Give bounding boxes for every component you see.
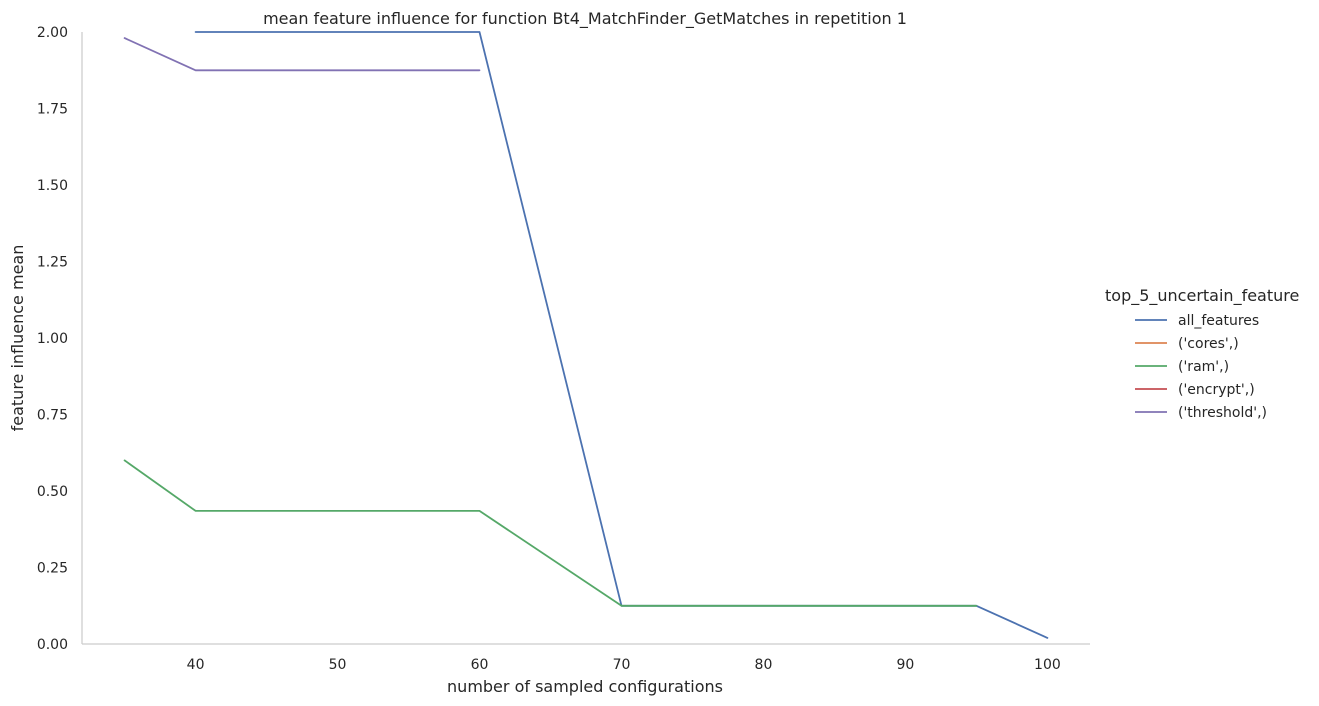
series-line-all-features xyxy=(194,31,1049,639)
y-tick-label: 0.50 xyxy=(37,484,68,500)
legend-label-cores: ('cores',) xyxy=(1178,336,1239,352)
x-axis-label: number of sampled configurations xyxy=(447,677,723,696)
series-line-ram xyxy=(123,459,978,607)
y-tick-label: 2.00 xyxy=(37,25,68,41)
legend-label-encrypt: ('encrypt',) xyxy=(1178,382,1255,398)
x-tick-label: 80 xyxy=(755,657,773,673)
plot-area xyxy=(123,31,1049,639)
y-tick-label: 1.75 xyxy=(37,102,68,118)
x-tick-label: 90 xyxy=(897,657,915,673)
y-tick-label: 0.25 xyxy=(37,561,68,577)
x-tick-label: 40 xyxy=(187,657,205,673)
chart-title: mean feature influence for function Bt4_… xyxy=(263,9,907,29)
legend-label-threshold: ('threshold',) xyxy=(1178,405,1267,421)
series-line-threshold xyxy=(123,37,481,72)
legend-label-all-features: all_features xyxy=(1178,313,1259,329)
legend-label-ram: ('ram',) xyxy=(1178,359,1229,375)
y-tick-label: 0.00 xyxy=(37,637,68,653)
legend: top_5_uncertain_feature all_features ('co… xyxy=(1105,286,1299,421)
y-tick-labels: 0.00 0.25 0.50 0.75 1.00 1.25 1.50 1.75 2.00 xyxy=(37,25,68,653)
x-tick-label: 50 xyxy=(329,657,347,673)
y-tick-label: 1.50 xyxy=(37,178,68,194)
y-axis-label: feature influence mean xyxy=(8,245,27,432)
x-tick-label: 60 xyxy=(471,657,489,673)
x-tick-labels: 40 50 60 70 80 90 100 xyxy=(187,657,1061,673)
legend-title: top_5_uncertain_feature xyxy=(1105,286,1299,306)
y-tick-label: 0.75 xyxy=(37,408,68,424)
y-tick-label: 1.00 xyxy=(37,331,68,347)
y-tick-label: 1.25 xyxy=(37,255,68,271)
x-tick-label: 70 xyxy=(613,657,631,673)
x-tick-label: 100 xyxy=(1034,657,1061,673)
